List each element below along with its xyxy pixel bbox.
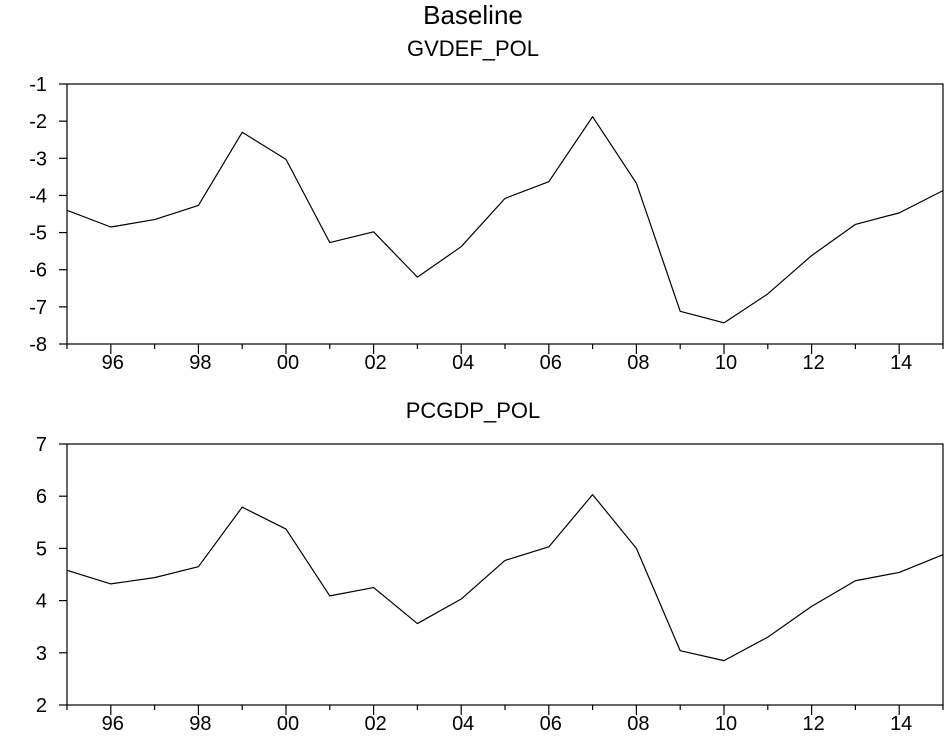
chart-2-x-tick-label: 00 <box>277 713 299 735</box>
chart-1-y-tick-label: -4 <box>29 185 47 207</box>
chart-1-y-tick-label: -8 <box>29 334 47 356</box>
chart-1-y-tick-label: -2 <box>29 111 47 133</box>
chart-2-x-tick-label: 12 <box>802 713 824 735</box>
chart-1-series-line <box>66 116 944 324</box>
chart-1-y-tick-label: -1 <box>29 74 47 96</box>
chart-1-y-tick-label: -7 <box>29 297 47 319</box>
chart-2-x-tick-label: 08 <box>627 713 649 735</box>
chart-2-y-tick-label: 6 <box>36 486 47 508</box>
chart-1-x-tick-label: 12 <box>802 352 824 374</box>
chart-2-y-tick-label: 5 <box>36 538 47 560</box>
chart-1-y-tick-label: -3 <box>29 148 47 170</box>
chart-1-x-tick-label: 06 <box>540 352 562 374</box>
chart-2-plot-frame <box>66 443 944 706</box>
chart-2-x-tick-label: 04 <box>452 713 474 735</box>
chart-2-x-tick-label: 02 <box>364 713 386 735</box>
chart-1-x-tick-label: 10 <box>715 352 737 374</box>
chart-1-y-tick-label: -6 <box>29 260 47 282</box>
chart-1-x-tick-label: 00 <box>277 352 299 374</box>
chart-title-pcgdp: PCGDP_POL <box>405 398 541 423</box>
chart-1-x-tick-label: 96 <box>102 352 124 374</box>
chart-1-x-tick-label: 02 <box>364 352 386 374</box>
chart-2-y-tick-label: 4 <box>36 591 47 613</box>
chart-2-x-tick-label: 14 <box>890 713 912 735</box>
chart-2-x-tick-label: 96 <box>102 713 124 735</box>
chart-1-plot-frame <box>66 83 944 345</box>
chart-1-x-tick-label: 04 <box>452 352 474 374</box>
figure-title: Baseline <box>423 0 523 30</box>
chart-2-series-line <box>66 494 944 662</box>
chart-2-x-tick-label: 10 <box>715 713 737 735</box>
chart-2-y-tick-label: 7 <box>36 434 47 456</box>
chart-2-y-tick-label: 2 <box>36 695 47 717</box>
chart-2-y-tick-label: 3 <box>36 643 47 665</box>
chart-1-x-tick-label: 08 <box>627 352 649 374</box>
chart-title-gvdef: GVDEF_POL <box>406 36 540 61</box>
chart-2-x-tick-label: 06 <box>540 713 562 735</box>
chart-1-x-tick-label: 98 <box>189 352 211 374</box>
chart-1-y-tick-label: -5 <box>29 223 47 245</box>
chart-2-x-tick-label: 98 <box>189 713 211 735</box>
chart-1-x-tick-label: 14 <box>890 352 912 374</box>
